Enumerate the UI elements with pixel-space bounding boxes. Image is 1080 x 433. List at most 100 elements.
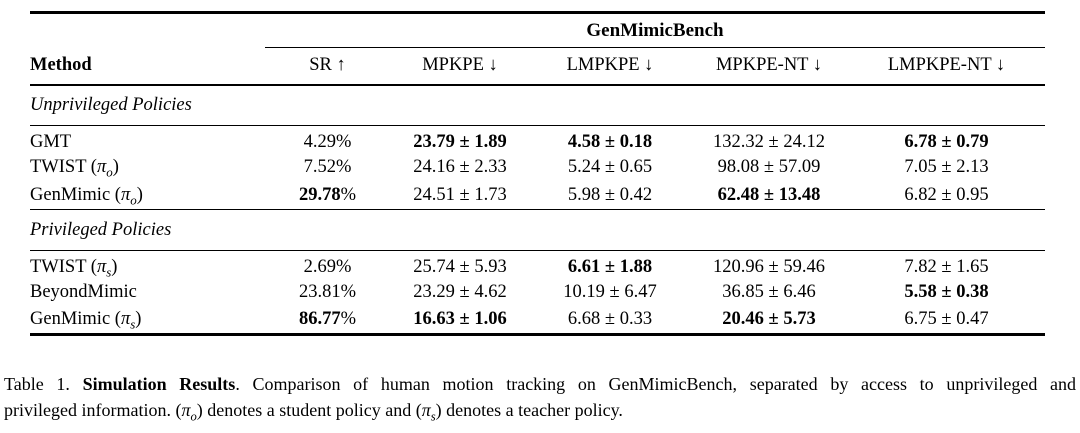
lmpkpe-nt-cell: 7.82 ± 1.65 [848,251,1045,279]
column-header-mpkpe-nt: MPKPE-NT ↓ [690,47,848,86]
lmpkpe-nt-cell: 6.78 ± 0.79 [848,126,1045,154]
sr-unit: % [340,282,357,302]
caption-text: privileged information. ( [4,400,182,420]
mpkpe-cell: 24.51 ± 1.73 [390,181,530,210]
lmpkpe-nt-value: 6.75 ± 0.47 [904,309,989,330]
lmpkpe-nt-value: 6.82 ± 0.95 [904,184,989,205]
lmpkpe-value: 5.24 ± 0.65 [567,157,653,177]
method-label: GMT [30,131,72,152]
pi-symbol: π [120,309,131,330]
column-header-method: Method [30,47,265,86]
mpkpe-cell: 16.63 ± 1.06 [390,307,530,335]
method-label-close: ) [136,184,143,205]
sr-cell: 2.69% [265,251,390,279]
mpkpe-nt-cell: 120.96 ± 59.46 [690,251,848,279]
sr-value: 23.81 [298,282,341,302]
lmpkpe-nt-value: 6.78 ± 0.79 [904,131,989,152]
mpkpe-cell: 24.16 ± 2.33 [390,154,530,182]
section-title-unprivileged: Unprivileged Policies [30,84,1045,126]
mpkpe-nt-cell: 132.32 ± 24.12 [690,126,848,154]
pi-symbol: π [96,157,107,177]
table-caption: Table 1. Simulation Results. Comparison … [4,371,1076,423]
caption-text: ) denotes a teacher policy. [435,400,623,420]
mpkpe-nt-cell: 62.48 ± 13.48 [690,181,848,210]
lmpkpe-nt-cell: 6.82 ± 0.95 [848,181,1045,210]
mpkpe-cell: 23.79 ± 1.89 [390,126,530,154]
lmpkpe-nt-cell: 6.75 ± 0.47 [848,307,1045,335]
lmpkpe-value: 4.58 ± 0.18 [567,131,653,152]
sr-value: 29.78 [298,184,341,205]
method-label-close: ) [135,309,142,330]
mpkpe-nt-value: 20.46 ± 5.73 [722,309,816,330]
lmpkpe-nt-value: 5.58 ± 0.38 [904,282,989,302]
caption-text: . Comparison of human motion tracking on… [235,374,1077,394]
group-header-genmimicbench: GenMimicBench [265,12,1045,48]
caption-text: ) denotes a student policy and ( [196,400,422,420]
mpkpe-value: 23.29 ± 4.62 [413,282,507,302]
pi-subscript: s [130,316,136,332]
column-header-lmpkpe-nt: LMPKPE-NT ↓ [848,47,1045,86]
mpkpe-value: 25.74 ± 5.93 [413,256,507,277]
lmpkpe-cell: 4.58 ± 0.18 [530,126,690,154]
caption-line-2: privileged information. (πo) denotes a s… [4,397,1076,423]
lmpkpe-value: 5.98 ± 0.42 [567,184,653,205]
mpkpe-nt-value: 132.32 ± 24.12 [713,131,825,152]
sr-cell: 29.78% [265,181,390,210]
group-header-spacer [30,13,265,48]
method-cell: GMT [30,126,265,154]
sr-value: 7.52 [303,157,336,177]
section-title-privileged: Privileged Policies [30,209,1045,251]
lmpkpe-nt-cell: 5.58 ± 0.38 [848,279,1045,307]
pi-subscript: o [106,164,113,180]
sr-cell: 7.52% [265,154,390,182]
sr-unit: % [335,157,352,177]
table-row-twist-student: TWIST (πo) 7.52% 24.16 ± 2.33 5.24 ± 0.6… [30,154,1045,182]
sr-unit: % [340,309,357,330]
sr-value: 86.77 [298,309,341,330]
lmpkpe-value: 10.19 ± 6.47 [563,282,657,302]
table-row-gmt: GMT 4.29% 23.79 ± 1.89 4.58 ± 0.18 132.3… [30,126,1045,154]
lmpkpe-cell: 5.24 ± 0.65 [530,154,690,182]
sr-unit: % [335,256,352,277]
pi-subscript: o [130,192,137,208]
pi-subscript: s [106,264,112,280]
section-title-label: Unprivileged Policies [30,84,1045,126]
method-cell: GenMimic (πo) [30,181,265,210]
mpkpe-value: 16.63 ± 1.06 [413,309,507,330]
caption-title: Simulation Results [82,374,236,394]
column-header-mpkpe: MPKPE ↓ [390,47,530,86]
lmpkpe-nt-value: 7.05 ± 2.13 [904,157,989,177]
caption-table-number: Table 1. [4,374,83,394]
mpkpe-nt-value: 62.48 ± 13.48 [717,184,821,205]
column-header-lmpkpe: LMPKPE ↓ [530,47,690,86]
mpkpe-cell: 25.74 ± 5.93 [390,251,530,279]
mpkpe-nt-value: 120.96 ± 59.46 [713,256,825,277]
mpkpe-value: 24.16 ± 2.33 [413,157,507,177]
caption-line-1: Table 1. Simulation Results. Comparison … [4,371,1076,397]
method-cell: TWIST (πs) [30,251,265,279]
column-header-row: Method SR ↑ MPKPE ↓ LMPKPE ↓ MPKPE-NT ↓ … [30,47,1045,86]
pi-symbol: π [120,184,131,205]
column-header-sr: SR ↑ [265,47,390,86]
mpkpe-nt-cell: 20.46 ± 5.73 [690,307,848,335]
mpkpe-nt-value: 98.08 ± 57.09 [717,157,821,177]
table-row-beyondmimic: BeyondMimic 23.81% 23.29 ± 4.62 10.19 ± … [30,279,1045,307]
method-label-close: ) [111,256,118,277]
pi-symbol: π [96,256,107,277]
table-row-genmimic-teacher: GenMimic (πs) 86.77% 16.63 ± 1.06 6.68 ±… [30,307,1045,335]
pi-subscript: s [430,409,436,424]
lmpkpe-cell: 5.98 ± 0.42 [530,181,690,210]
table-row-genmimic-student: GenMimic (πo) 29.78% 24.51 ± 1.73 5.98 ±… [30,181,1045,210]
method-label-close: ) [112,157,119,177]
method-label: TWIST ( [30,256,97,277]
mpkpe-cell: 23.29 ± 4.62 [390,279,530,307]
mpkpe-nt-cell: 98.08 ± 57.09 [690,154,848,182]
mpkpe-value: 23.79 ± 1.89 [413,131,507,152]
lmpkpe-value: 6.61 ± 1.88 [567,256,653,277]
group-header-row: GenMimicBench [30,12,1045,48]
method-cell: BeyondMimic [30,279,265,307]
mpkpe-nt-cell: 36.85 ± 6.46 [690,279,848,307]
sr-unit: % [340,184,357,205]
method-label: TWIST ( [30,157,97,177]
sr-unit: % [335,131,352,152]
